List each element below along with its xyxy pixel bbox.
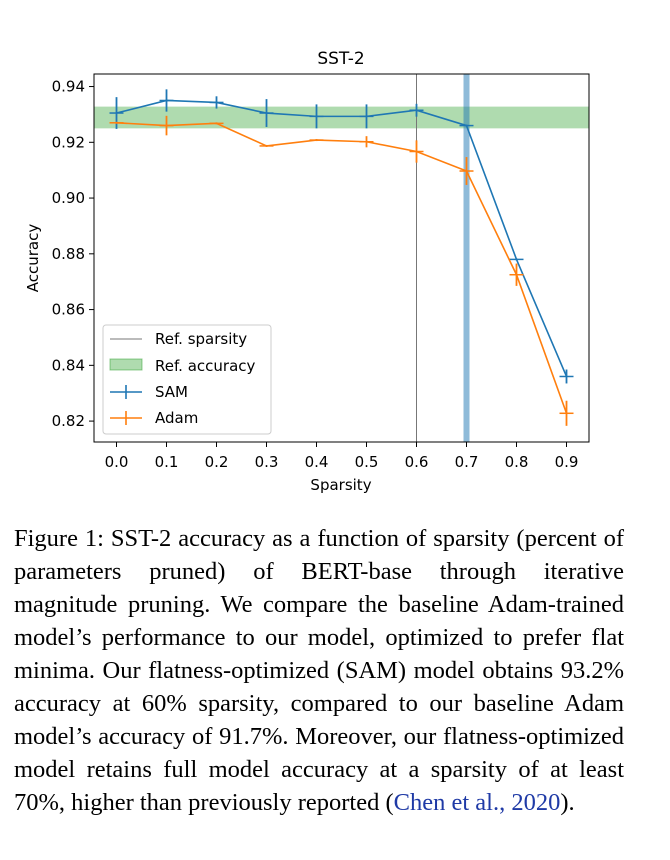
plot-content <box>94 74 589 442</box>
y-axis-label: Accuracy <box>24 224 42 293</box>
x-tick-label: 0.1 <box>155 453 179 471</box>
legend-sam-label: SAM <box>155 383 188 401</box>
legend-adam-label: Adam <box>155 409 198 427</box>
caption-end: ). <box>560 789 575 816</box>
x-tick-label: 0.4 <box>305 453 329 471</box>
x-tick-label: 0.6 <box>405 453 429 471</box>
x-tick-label: 0.9 <box>555 453 579 471</box>
y-tick-label: 0.84 <box>52 356 85 374</box>
legend-ref-accuracy-swatch <box>109 358 143 371</box>
x-tick-label: 0.3 <box>255 453 279 471</box>
figure-caption: Figure 1: SST-2 accuracy as a function o… <box>14 522 624 819</box>
adam-line <box>116 121 568 414</box>
y-tick-label: 0.88 <box>52 245 85 263</box>
sst2-accuracy-chart: SST-2 0.0 0.1 0.2 0.3 0.4 0.5 0.6 0.7 0.8 0.9 0.82… <box>24 49 590 494</box>
x-tick-label: 0.0 <box>105 453 129 471</box>
x-tick-label: 0.5 <box>355 453 379 471</box>
x-axis-label: Sparsity <box>310 476 371 494</box>
legend-ref-accuracy-label: Ref. accuracy <box>155 357 256 375</box>
y-tick-label: 0.86 <box>52 301 85 319</box>
plot-area: 0.0 0.1 0.2 0.3 0.4 0.5 0.6 0.7 0.8 0.9 0.82 0.84 0.… <box>52 73 590 471</box>
x-tick-label: 0.7 <box>455 453 479 471</box>
caption-text: Figure 1: SST-2 accuracy as a function o… <box>14 525 624 816</box>
citation-link[interactable]: Chen et al., 2020 <box>393 789 561 816</box>
y-tick-label: 0.90 <box>52 189 85 207</box>
sam-line <box>116 99 568 377</box>
y-tick-label: 0.82 <box>52 412 85 430</box>
legend-box <box>102 324 272 435</box>
x-tick-label: 0.2 <box>205 453 229 471</box>
plot-frame <box>93 73 590 443</box>
y-tick-label: 0.92 <box>52 133 85 151</box>
legend-ref-sparsity-label: Ref. sparsity <box>155 330 247 348</box>
x-tick-label: 0.8 <box>505 453 529 471</box>
legend: Ref. sparsity Ref. accuracy SAM Adam <box>102 324 272 435</box>
chart-title: SST-2 <box>317 49 364 69</box>
y-tick-label: 0.94 <box>52 78 85 96</box>
